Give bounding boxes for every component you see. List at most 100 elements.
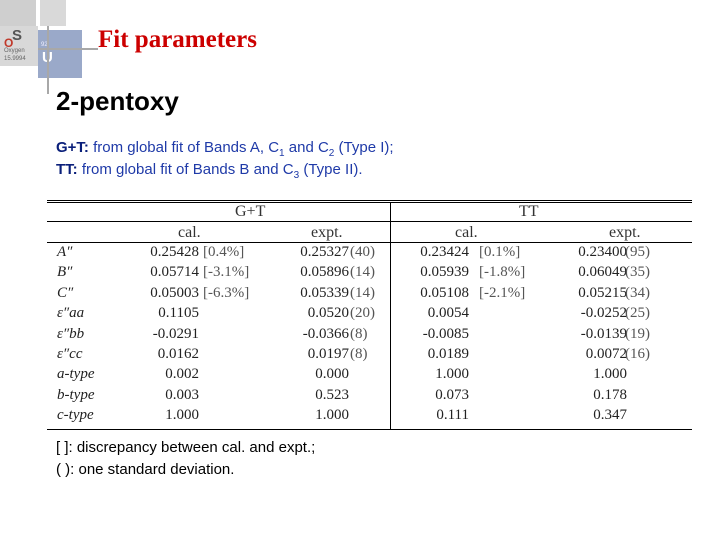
- gt-expt-cell: 0.000: [315, 366, 349, 383]
- tt-cal-cell: 0.05939: [420, 264, 469, 281]
- param-cell: ε″bb: [57, 325, 85, 342]
- gt-sd-cell: (8): [350, 325, 368, 342]
- tt-sd-cell: (19): [625, 325, 650, 342]
- tile-symbol-o: O: [4, 36, 14, 50]
- subheader-gt-cal: cal.: [178, 224, 201, 241]
- tt-cal-cell: 0.111: [436, 407, 469, 424]
- decorative-vertical-line: [47, 26, 49, 94]
- tt-expt-cell: 0.0072: [585, 346, 627, 362]
- gt-cal-cell: 0.0162: [157, 346, 199, 362]
- note-gt-text-a: from global fit of Bands A, C: [88, 139, 280, 156]
- footnote-standard-deviation: ( ): one standard deviation.: [56, 461, 235, 478]
- note-tt-text-a: from global fit of Bands B and C: [77, 161, 294, 178]
- gt-expt-cell: 0.523: [315, 386, 349, 403]
- element-tiles-logo: S Oxygen 15.9994 O 92 U: [0, 0, 90, 80]
- note-gt-text-b: and C: [284, 139, 329, 156]
- element-tile-top-right: [40, 0, 66, 26]
- tt-expt-cell: 0.347: [593, 407, 627, 424]
- tt-sd-cell: (34): [625, 284, 650, 301]
- tile-number: 92: [41, 42, 48, 48]
- gt-cal-cell: -0.0291: [152, 325, 199, 342]
- element-tile-left: S Oxygen 15.9994: [0, 26, 38, 66]
- note-tt: TT: from global fit of Bands B and C3 (T…: [56, 161, 363, 181]
- decorative-horizontal-line: [38, 48, 98, 50]
- gt-disc-cell: [-6.3%]: [203, 284, 250, 301]
- tt-expt-cell: -0.0139: [580, 325, 627, 342]
- tt-expt-cell: 0.06049: [578, 264, 627, 281]
- tt-cal-cell: 0.0054: [427, 305, 469, 322]
- gt-expt-cell: 0.25327: [300, 244, 349, 260]
- note-tt-text-b: (Type II).: [299, 161, 363, 178]
- tt-sd-cell: (25): [625, 305, 650, 322]
- subheader-tt-cal: cal.: [455, 224, 478, 241]
- tt-cal-cell: -0.0085: [422, 325, 469, 342]
- tt-expt-cell: 1.000: [593, 366, 627, 383]
- footnote-discrepancy: [ ]: discrepancy between cal. and expt.;: [56, 439, 316, 456]
- table-group-divider: [390, 202, 391, 430]
- gt-cal-cell: 1.000: [165, 407, 199, 424]
- subheader-gt-expt: expt.: [311, 224, 343, 241]
- table-group-rule: [47, 221, 692, 222]
- tt-cal-cell: 0.073: [435, 386, 469, 403]
- table-bottom-rule: [47, 429, 692, 430]
- tile-symbol-s: S: [12, 27, 23, 44]
- param-cell: ε″cc: [57, 346, 83, 362]
- gt-sd-cell: (14): [350, 264, 375, 281]
- tt-cal-cell: 0.05108: [420, 284, 469, 301]
- tt-sd-cell: (35): [625, 264, 650, 281]
- tt-sd-cell: (95): [625, 244, 650, 260]
- gt-expt-cell: 0.05896: [300, 264, 349, 281]
- note-gt-label: G+T:: [56, 139, 89, 156]
- table-top-rule: [47, 200, 692, 201]
- gt-expt-cell: 0.05339: [300, 284, 349, 301]
- table-header-rule: [47, 242, 692, 243]
- gt-expt-cell: -0.0366: [302, 325, 349, 342]
- note-gt: G+T: from global fit of Bands A, C1 and …: [56, 139, 394, 159]
- gt-sd-cell: (40): [350, 244, 375, 260]
- gt-sd-cell: (14): [350, 284, 375, 301]
- gt-cal-cell: 0.002: [165, 366, 199, 383]
- tt-expt-cell: -0.0252: [580, 305, 627, 322]
- gt-expt-cell: 0.0197: [307, 346, 349, 362]
- table-top-rule-2: [47, 202, 692, 203]
- element-tile-top: [0, 0, 36, 26]
- subheader-tt-expt: expt.: [609, 224, 641, 241]
- note-tt-label: TT:: [56, 161, 78, 178]
- gt-disc-cell: [0.4%]: [203, 244, 245, 260]
- tt-cal-cell: 0.0189: [427, 346, 469, 362]
- slide-heading: 2-pentoxy: [56, 86, 179, 116]
- note-gt-sub1: 1: [279, 148, 285, 159]
- gt-cal-cell: 0.05714: [150, 264, 199, 281]
- param-cell: b-type: [57, 386, 95, 403]
- fit-parameter-table: G+T TT cal. expt. cal. expt. A″ 0.25428 [0…: [47, 196, 692, 432]
- note-tt-sub1: 3: [293, 170, 300, 181]
- note-gt-sub2: 2: [328, 148, 335, 159]
- tt-disc-cell: [-2.1%]: [479, 284, 526, 301]
- tile-mass: 15.9994: [4, 56, 26, 62]
- tt-sd-cell: (16): [625, 346, 650, 362]
- gt-cal-cell: 0.1105: [158, 305, 199, 322]
- tt-disc-cell: [-1.8%]: [479, 264, 526, 281]
- element-tile-uranium: 92 U: [38, 30, 82, 78]
- param-cell: A″: [57, 244, 73, 260]
- slide-title: Fit parameters: [98, 26, 257, 53]
- gt-cal-cell: 0.003: [165, 386, 199, 403]
- tt-disc-cell: [0.1%]: [479, 244, 521, 260]
- tile-label: Oxygen: [4, 48, 25, 54]
- tt-expt-cell: 0.23400: [578, 244, 627, 260]
- param-cell: ε″aa: [57, 305, 85, 322]
- group-header-gt: G+T: [235, 203, 266, 220]
- param-cell: C″: [57, 284, 74, 301]
- group-header-tt: TT: [519, 203, 539, 220]
- tt-expt-cell: 0.178: [593, 386, 627, 403]
- param-cell: c-type: [57, 407, 94, 424]
- note-gt-text-c: (Type I);: [334, 139, 394, 156]
- gt-sd-cell: (20): [350, 305, 375, 322]
- gt-expt-cell: 1.000: [315, 407, 349, 424]
- param-cell: a-type: [57, 366, 95, 383]
- gt-disc-cell: [-3.1%]: [203, 264, 250, 281]
- tt-cal-cell: 0.23424: [420, 244, 469, 260]
- gt-cal-cell: 0.25428: [150, 244, 199, 260]
- gt-expt-cell: 0.0520: [307, 305, 349, 322]
- param-cell: B″: [57, 264, 73, 281]
